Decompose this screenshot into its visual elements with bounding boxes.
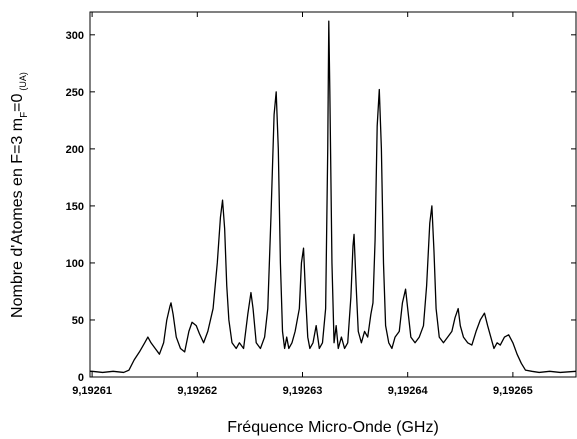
- x-tick-label: 9,19265: [493, 385, 533, 397]
- y-axis-label: Nombre d'Atomes en F=3 mF=0 (UA): [9, 72, 30, 318]
- y-tick-label: 100: [66, 258, 84, 270]
- spectrum-line: [90, 20, 577, 374]
- y-tick-label: 50: [72, 315, 84, 327]
- x-tick-label: 9,19261: [72, 385, 112, 397]
- y-tick-label: 0: [78, 372, 84, 384]
- y-tick-label: 300: [66, 30, 84, 42]
- y-tick-label: 200: [66, 144, 84, 156]
- x-axis-label: Fréquence Micro-Onde (GHz): [227, 419, 439, 436]
- x-tick-label: 9,19262: [177, 385, 217, 397]
- y-label-sub: F: [19, 112, 30, 118]
- y-label-after: =0: [9, 93, 26, 111]
- y-label-main: Nombre d'Atomes en F=3 m: [9, 118, 26, 318]
- x-tick-label: 9,19264: [388, 385, 429, 397]
- y-tick-label: 150: [66, 201, 84, 213]
- plot-frame: [89, 11, 577, 378]
- y-label-unit: (UA): [18, 72, 28, 91]
- x-tick-label: 9,19263: [283, 385, 323, 397]
- y-tick-label: 250: [66, 87, 84, 99]
